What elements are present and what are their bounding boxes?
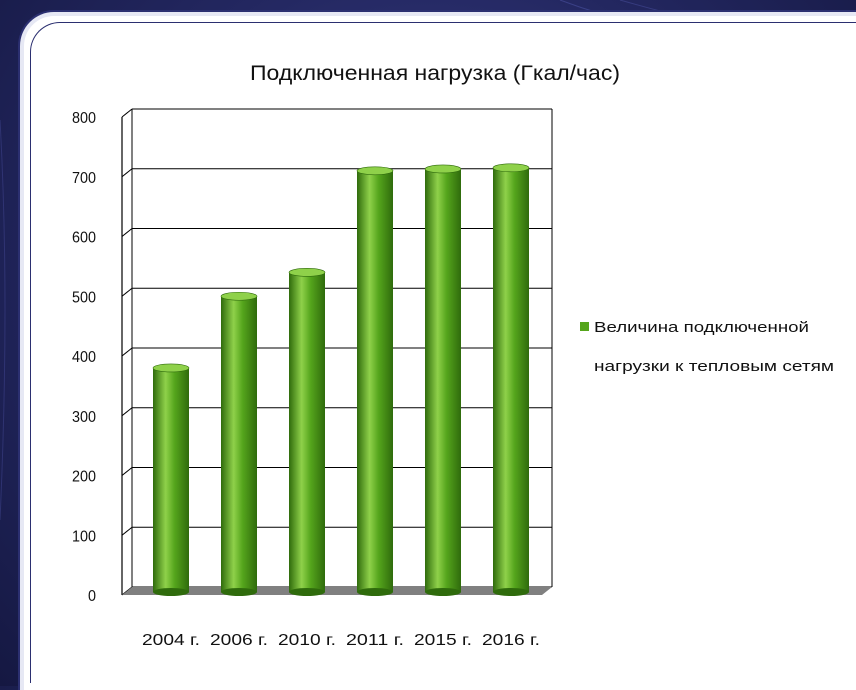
x-tick-label: 2011 г. [346, 632, 404, 649]
y-tick-label: 600 [72, 230, 96, 247]
bar [492, 163, 530, 596]
gridline-depth [121, 347, 133, 357]
bar [152, 363, 190, 596]
y-tick-label: 800 [72, 110, 96, 127]
bar [424, 164, 462, 596]
bar [220, 291, 258, 596]
gridline-depth [121, 287, 133, 297]
y-tick-labels: 0 100 200 300 400 500 600 700 800 [72, 110, 96, 605]
legend-label-line2: нагрузки к тепловым сетям [594, 358, 834, 375]
gridline-depth [121, 168, 133, 178]
legend: Величина подключенной нагрузки к тепловым… [580, 319, 834, 375]
x-tick-label: 2015 г. [414, 632, 472, 649]
x-tick-label: 2010 г. [278, 632, 336, 649]
y-tick-label: 700 [72, 170, 96, 187]
y-axis [121, 109, 553, 595]
y-tick-label: 300 [72, 409, 96, 426]
y-tick-label: 200 [72, 469, 96, 486]
chart-title: Подключенная нагрузка (Гкал/час) [250, 62, 620, 85]
x-tick-label: 2004 г. [142, 632, 200, 649]
bar [288, 268, 326, 596]
x-tick-labels: 2004 г. 2006 г. 2010 г. 2011 г. 2015 г. 2016 … [142, 632, 540, 649]
gridline-depth [121, 407, 133, 417]
bars [152, 163, 530, 596]
y-tick-label: 400 [72, 349, 96, 366]
gridline-depth [121, 228, 133, 237]
x-tick-label: 2016 г. [482, 632, 540, 649]
gridline-depth [121, 467, 133, 476]
y-tick-label: 100 [72, 528, 96, 545]
bar [356, 166, 394, 596]
legend-swatch [580, 322, 589, 331]
legend-label-line1: Величина подключенной [594, 319, 809, 336]
y-tick-label: 500 [72, 289, 96, 306]
gridline-depth [121, 108, 133, 118]
y-tick-label: 0 [88, 588, 96, 605]
gridlines [121, 108, 552, 596]
gridline-depth [121, 526, 133, 536]
x-tick-label: 2006 г. [210, 632, 268, 649]
